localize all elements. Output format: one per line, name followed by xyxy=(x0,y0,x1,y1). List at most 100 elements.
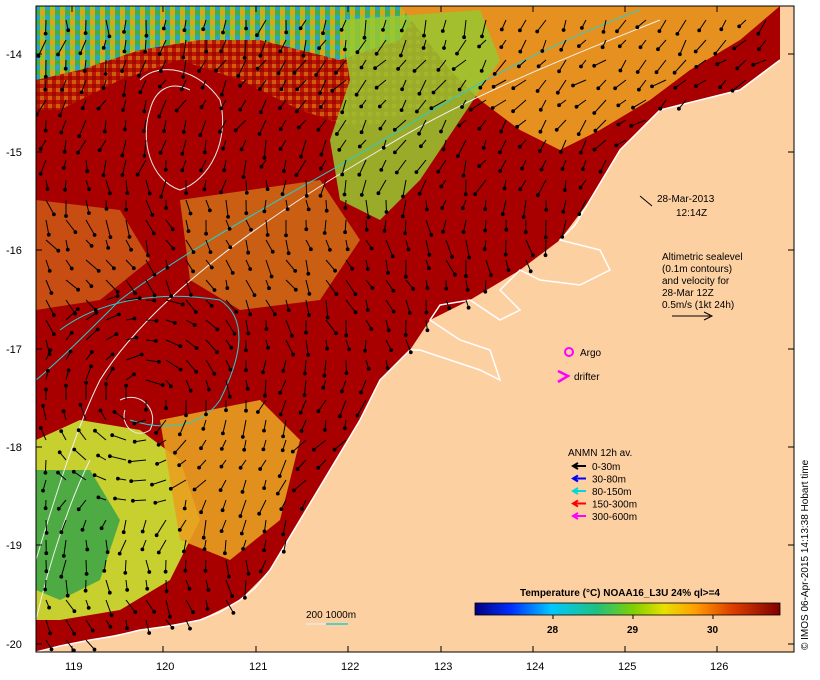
velocity-arrow-head xyxy=(334,292,339,297)
velocity-arrow-head xyxy=(90,350,94,354)
velocity-arrow-head xyxy=(276,71,281,75)
velocity-arrow-head xyxy=(281,369,286,373)
velocity-arrow-head xyxy=(101,86,106,90)
velocity-arrow-head xyxy=(65,247,70,252)
velocity-arrow-head xyxy=(98,408,103,413)
velocity-arrow-head xyxy=(68,349,73,354)
velocity-arrow xyxy=(143,99,147,112)
velocity-arrow xyxy=(131,479,147,482)
velocity-arrow xyxy=(758,39,767,50)
velocity-arrow-head xyxy=(264,327,269,331)
velocity-arrow xyxy=(374,59,387,69)
velocity-arrow xyxy=(558,59,567,72)
velocity-arrow-head xyxy=(408,350,413,355)
velocity-arrow-head xyxy=(115,294,120,298)
anmn-label: 0-30m xyxy=(592,462,620,473)
velocity-arrow xyxy=(144,39,147,52)
velocity-arrow-head xyxy=(596,86,601,91)
velocity-arrow-head xyxy=(96,106,101,111)
velocity-arrow xyxy=(105,179,111,194)
velocity-arrow-head xyxy=(447,306,452,311)
velocity-arrow-head xyxy=(323,428,327,432)
anmn-label: 150-300m xyxy=(592,500,637,511)
velocity-arrow-head xyxy=(563,188,567,193)
velocity-arrow-head xyxy=(105,550,110,554)
velocity-arrow-head xyxy=(737,24,742,29)
velocity-arrow xyxy=(219,119,227,132)
velocity-arrow-head xyxy=(233,128,238,133)
velocity-arrow-head xyxy=(109,613,114,617)
velocity-arrow-head xyxy=(169,294,174,299)
velocity-arrow-head xyxy=(135,172,140,177)
velocity-arrow-head xyxy=(106,246,111,250)
velocity-arrow-head xyxy=(528,269,533,274)
anmn-swatch-head xyxy=(571,499,579,508)
velocity-arrow-head xyxy=(359,390,363,395)
velocity-arrow-head xyxy=(357,144,362,149)
velocity-arrow xyxy=(237,59,247,77)
velocity-arrow-head xyxy=(697,28,702,33)
velocity-arrow-head xyxy=(262,548,266,553)
velocity-arrow-head xyxy=(238,83,243,88)
velocity-arrow xyxy=(638,79,647,90)
velocity-arrow xyxy=(98,99,107,110)
velocity-arrow-head xyxy=(56,506,61,511)
velocity-arrow-head xyxy=(59,429,64,434)
velocity-arrow xyxy=(63,539,67,556)
velocity-arrow xyxy=(445,239,453,258)
velocity-arrow xyxy=(338,139,347,151)
velocity-arrow-head xyxy=(282,169,286,173)
velocity-arrow xyxy=(185,359,197,373)
velocity-arrow-head xyxy=(290,449,295,454)
velocity-arrow-head xyxy=(381,28,385,32)
velocity-arrow-head xyxy=(396,67,401,71)
velocity-arrow-head xyxy=(223,551,227,556)
velocity-arrow-head xyxy=(343,206,348,210)
velocity-arrow xyxy=(205,279,215,291)
velocity-arrow-head xyxy=(156,442,161,447)
velocity-arrow xyxy=(245,559,249,574)
date-pointer xyxy=(639,195,653,207)
velocity-arrow xyxy=(125,179,128,194)
velocity-arrow-head xyxy=(354,92,359,97)
velocity-arrow xyxy=(292,439,307,452)
velocity-arrow-head xyxy=(51,332,56,337)
velocity-arrow xyxy=(262,359,267,373)
velocity-arrow xyxy=(637,59,647,73)
velocity-arrow-head xyxy=(415,109,419,114)
velocity-arrow xyxy=(85,619,94,631)
velocity-arrow xyxy=(242,479,247,493)
velocity-arrow xyxy=(199,119,207,136)
velocity-arrow xyxy=(125,599,136,613)
velocity-arrow xyxy=(145,619,150,634)
velocity-arrow-head xyxy=(500,212,505,217)
velocity-arrow-head xyxy=(335,132,339,136)
velocity-arrow-head xyxy=(521,215,526,219)
velocity-arrow-head xyxy=(417,191,422,196)
velocity-arrow-head xyxy=(133,291,138,296)
velocity-arrow-head xyxy=(593,128,598,133)
velocity-arrow-head xyxy=(261,447,266,452)
velocity-arrow xyxy=(129,459,147,463)
velocity-arrow xyxy=(525,239,534,256)
velocity-arrow-head xyxy=(159,194,164,199)
velocity-arrow xyxy=(183,539,187,552)
velocity-arrow xyxy=(65,639,75,651)
velocity-arrow xyxy=(203,519,207,538)
x-tick-label: 124 xyxy=(526,661,544,673)
velocity-arrow-head xyxy=(121,108,125,112)
velocity-arrow-head xyxy=(306,353,311,357)
velocity-arrow xyxy=(456,39,467,54)
velocity-arrow xyxy=(457,139,467,157)
velocity-arrow xyxy=(560,139,567,153)
velocity-arrow-head xyxy=(483,228,488,233)
velocity-arrow-head xyxy=(258,569,263,574)
velocity-arrow xyxy=(65,599,75,612)
velocity-arrow xyxy=(265,239,274,252)
velocity-arrow-head xyxy=(576,132,581,137)
velocity-arrow xyxy=(499,139,507,153)
velocity-arrow xyxy=(580,139,587,153)
velocity-arrow-head xyxy=(311,447,316,452)
velocity-arrow-head xyxy=(635,25,640,30)
velocity-arrow-head xyxy=(131,498,135,503)
